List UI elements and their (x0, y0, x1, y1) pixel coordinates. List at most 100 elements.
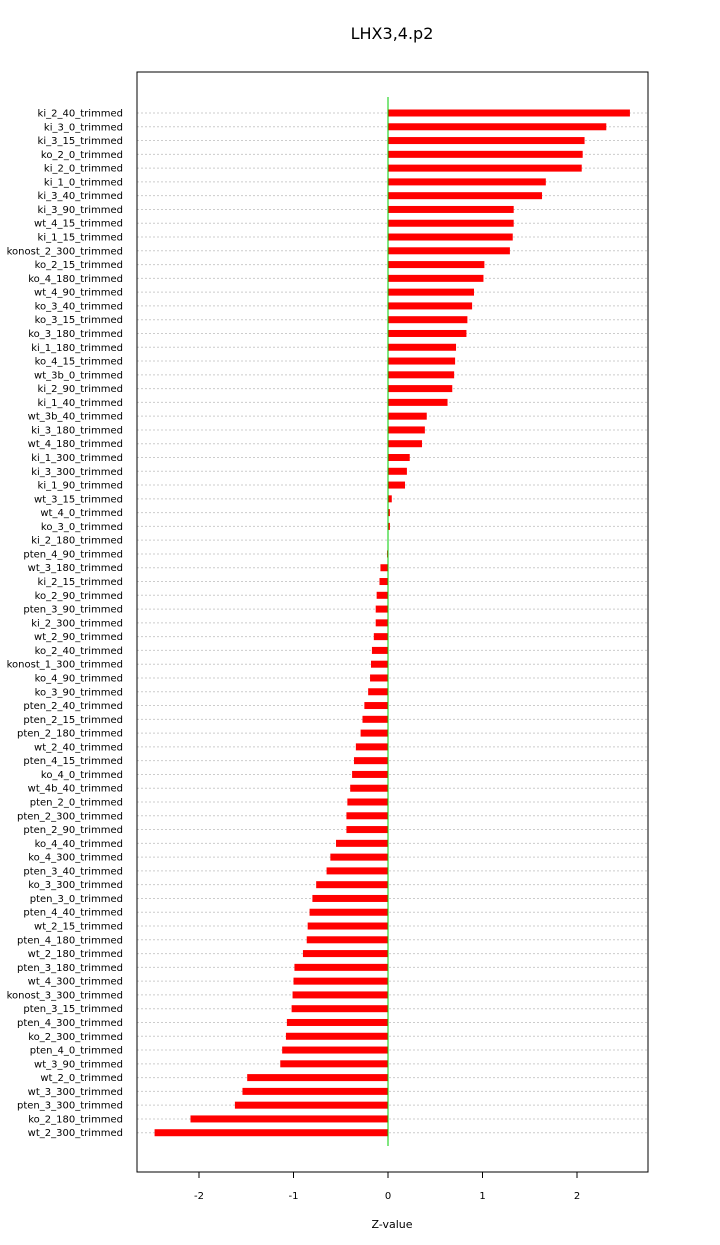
x-tick-label: -2 (194, 1191, 204, 1202)
category-label: ki_2_180_trimmed (31, 536, 123, 547)
bar (234, 1101, 388, 1109)
bar (355, 743, 388, 751)
category-label: ki_1_300_trimmed (31, 453, 123, 464)
category-label: pten_4_180_trimmed (17, 935, 123, 946)
category-label: ko_3_15_trimmed (35, 315, 123, 326)
category-label: ki_3_90_trimmed (38, 205, 123, 216)
category-label: ki_2_300_trimmed (31, 618, 123, 629)
category-label: wt_4_15_trimmed (34, 219, 123, 230)
bar (388, 178, 546, 186)
bar (292, 991, 388, 999)
category-label: pten_4_90_trimmed (23, 549, 123, 560)
category-label: pten_2_40_trimmed (23, 701, 123, 712)
category-label: pten_3_180_trimmed (17, 963, 123, 974)
bar (388, 205, 514, 213)
bar (388, 274, 484, 282)
category-label: ki_1_0_trimmed (44, 177, 123, 188)
chart-title: LHX3,4.p2 (351, 24, 434, 43)
category-label: pten_2_15_trimmed (23, 715, 123, 726)
category-label: wt_4_90_trimmed (34, 288, 123, 299)
category-label: ko_2_15_trimmed (35, 260, 123, 271)
category-label: wt_2_90_trimmed (34, 632, 123, 643)
category-label: ko_4_180_trimmed (28, 274, 123, 285)
category-label: ko_3_90_trimmed (35, 687, 123, 698)
category-label: pten_2_0_trimmed (30, 798, 123, 809)
bar (242, 1087, 388, 1095)
category-label: ki_2_0_trimmed (44, 164, 123, 175)
category-label: ki_2_40_trimmed (38, 109, 123, 120)
bar (371, 646, 388, 654)
category-label: ko_4_40_trimmed (35, 839, 123, 850)
category-label: wt_2_0_trimmed (40, 1073, 123, 1084)
category-label: ko_2_180_trimmed (28, 1114, 123, 1125)
category-label: konost_1_300_trimmed (7, 660, 123, 671)
category-label: ki_3_15_trimmed (38, 136, 123, 147)
bar (370, 674, 388, 682)
bars (154, 109, 630, 1137)
bar (388, 302, 473, 310)
bar (346, 826, 388, 834)
bar (306, 936, 388, 944)
category-label: pten_4_300_trimmed (17, 1018, 123, 1029)
x-tick-label: 1 (479, 1191, 485, 1202)
bar (336, 839, 388, 847)
bar (190, 1115, 388, 1123)
bar (362, 715, 388, 723)
plot-frame (136, 71, 649, 1173)
bar (307, 922, 388, 930)
category-label: wt_2_40_trimmed (34, 742, 123, 753)
category-label: wt_3_90_trimmed (34, 1059, 123, 1070)
category-label: pten_4_0_trimmed (30, 1046, 123, 1057)
category-label: ko_4_300_trimmed (28, 853, 123, 864)
category-label: pten_3_90_trimmed (23, 605, 123, 616)
bar (312, 894, 388, 902)
x-axis: -2 -1 0 1 2 (194, 1172, 580, 1202)
bar (247, 1074, 388, 1082)
category-label: wt_4_300_trimmed (28, 977, 123, 988)
grid-lines (137, 112, 648, 1134)
bar (388, 150, 583, 158)
category-label: pten_4_40_trimmed (23, 908, 123, 919)
bar (388, 509, 390, 517)
category-label: ko_4_15_trimmed (35, 357, 123, 368)
bar (346, 812, 388, 820)
bar (293, 977, 388, 985)
category-label: wt_2_180_trimmed (28, 949, 123, 960)
category-label: ko_3_180_trimmed (28, 329, 123, 340)
category-label: pten_2_90_trimmed (23, 825, 123, 836)
category-label: ko_4_0_trimmed (41, 770, 123, 781)
bar (375, 619, 388, 627)
category-label: ki_2_90_trimmed (38, 384, 123, 395)
category-label: pten_2_180_trimmed (17, 729, 123, 740)
bar (364, 702, 388, 710)
category-label: ki_2_15_trimmed (38, 577, 123, 588)
category-label: ki_3_0_trimmed (44, 122, 123, 133)
x-axis-label: Z-value (371, 1218, 412, 1231)
bar (388, 426, 425, 434)
bar (388, 343, 457, 351)
bar (388, 495, 392, 503)
bar (302, 950, 388, 958)
bar (350, 784, 388, 792)
bar (388, 137, 585, 145)
bar (388, 412, 427, 420)
x-tick-label: -1 (289, 1191, 299, 1202)
category-label: pten_2_300_trimmed (17, 811, 123, 822)
bar (388, 261, 485, 269)
bar (388, 219, 514, 227)
category-label: pten_3_300_trimmed (17, 1101, 123, 1112)
bar (347, 798, 388, 806)
bar (388, 385, 453, 393)
category-label: ko_2_90_trimmed (35, 591, 123, 602)
bar (379, 578, 388, 586)
category-label: ko_4_90_trimmed (35, 673, 123, 684)
category-label: wt_2_300_trimmed (28, 1128, 123, 1139)
category-label: konost_3_300_trimmed (7, 990, 123, 1001)
category-label: ki_1_40_trimmed (38, 398, 123, 409)
bar (286, 1018, 388, 1026)
bar (388, 398, 448, 406)
bar (388, 192, 543, 200)
category-label: wt_3_180_trimmed (28, 563, 123, 574)
